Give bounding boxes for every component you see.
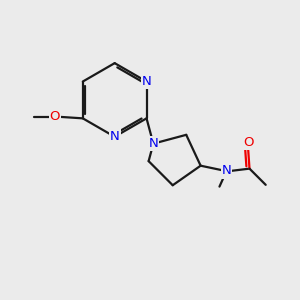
Text: N: N [222, 164, 231, 178]
Text: N: N [148, 137, 158, 150]
Text: O: O [50, 110, 60, 123]
Text: O: O [243, 136, 253, 148]
Text: N: N [142, 75, 152, 88]
Text: N: N [110, 130, 119, 143]
